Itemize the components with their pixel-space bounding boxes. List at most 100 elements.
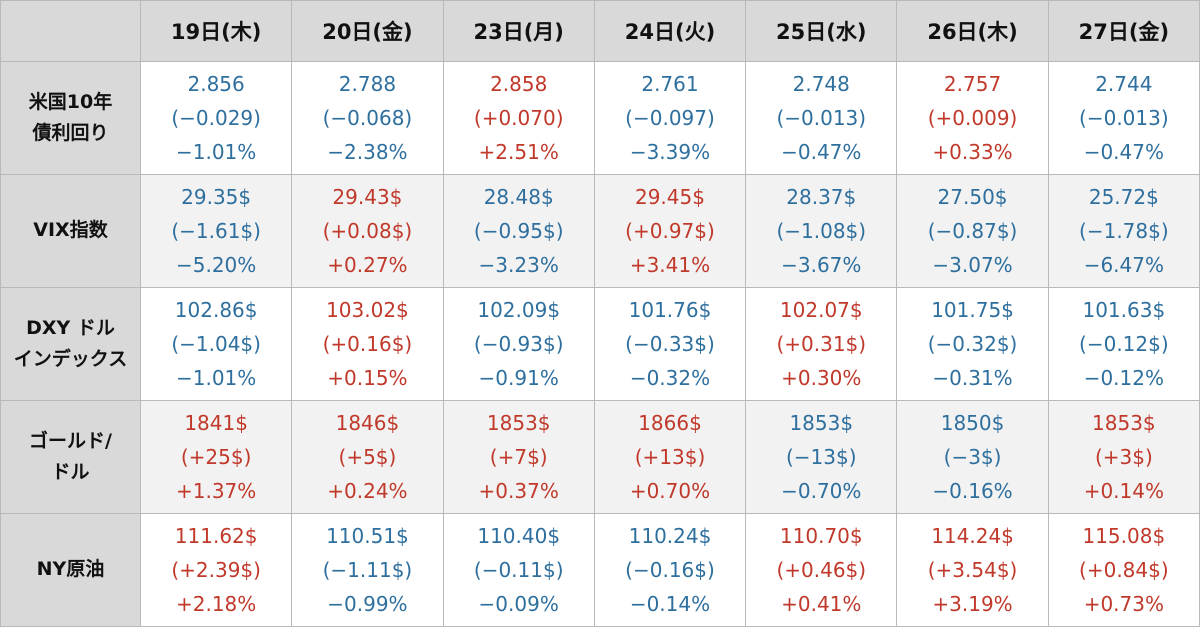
row-label-line: ゴールド/ [29, 429, 112, 452]
table-row: ゴールド/ドル 1841$ (+25$) +1.37% 1846$ (+5$) +0.24%… [0, 400, 1200, 514]
data-cell: 102.09$ (−0.93$) −0.91% [442, 287, 595, 401]
cell-percent: +0.15% [327, 366, 408, 390]
cell-percent: −0.32% [629, 366, 711, 390]
cell-change: (−0.95$) [473, 219, 564, 243]
date-header: 25日(水) [745, 0, 898, 62]
cell-percent: +0.37% [478, 479, 559, 503]
cell-value: 102.07$ [779, 298, 863, 322]
cell-change: (−1.08$) [776, 219, 867, 243]
cell-percent: −3.67% [781, 253, 862, 277]
cell-percent: +0.41% [781, 592, 862, 616]
data-cell: 102.86$ (−1.04$) −1.01% [139, 287, 293, 401]
row-label-line: VIX指数 [33, 219, 108, 242]
cell-value: 2.788 [338, 72, 397, 96]
row-label-line: 米国10年 [28, 90, 113, 113]
cell-value: 1841$ [184, 411, 248, 435]
cell-percent: −3.07% [932, 253, 1013, 277]
cell-percent: −0.16% [932, 479, 1013, 503]
table-row: VIX指数 29.35$ (−1.61$) −5.20% 29.43$ (+0.08$) +… [0, 174, 1200, 288]
data-cell: 101.76$ (−0.33$) −0.32% [593, 287, 747, 401]
cell-value: 102.09$ [477, 298, 561, 322]
cell-change: (+0.16$) [322, 332, 413, 356]
row-label: VIX指数 [0, 174, 141, 288]
corner-cell [0, 0, 141, 62]
row-label-line: インデックス [13, 348, 128, 370]
cell-value: 27.50$ [937, 185, 1008, 209]
table-row: 米国10年 債利回り 2.856 (−0.029) −1.01% 2.788 (−0.068… [0, 61, 1200, 175]
cell-change: (−0.32$) [927, 332, 1018, 356]
data-cell: 28.37$ (−1.08$) −3.67% [745, 174, 898, 288]
cell-value: 114.24$ [931, 524, 1014, 548]
cell-value: 28.48$ [483, 185, 554, 209]
data-cell: 2.856 (−0.029) −1.01% [139, 61, 293, 175]
data-cell: 1846$ (+5$) +0.24% [291, 400, 444, 514]
cell-change: (+0.46$) [776, 558, 867, 582]
cell-change: (+2.39$) [171, 558, 261, 582]
row-label-line: DXY ドル [26, 316, 115, 339]
data-cell: 110.70$ (+0.46$) +0.41% [745, 513, 898, 627]
cell-value: 1846$ [335, 411, 400, 435]
date-header: 20日(金) [291, 0, 444, 62]
cell-change: (−0.12$) [1079, 332, 1169, 356]
cell-value: 25.72$ [1088, 185, 1159, 209]
cell-percent: +3.19% [932, 592, 1013, 616]
row-label: ゴールド/ドル [0, 400, 141, 514]
data-cell: 102.07$ (+0.31$) +0.30% [745, 287, 898, 401]
data-cell: 1853$ (+3$) +0.14% [1047, 400, 1200, 514]
data-cell: 29.43$ (+0.08$) +0.27% [291, 174, 444, 288]
cell-change: (+0.009) [927, 106, 1018, 130]
cell-percent: +1.37% [175, 479, 257, 503]
data-cell: 1853$ (−13$) −0.70% [745, 400, 898, 514]
cell-value: 2.856 [187, 72, 245, 96]
data-cell: 115.08$ (+0.84$) +0.73% [1047, 513, 1200, 627]
cell-percent: −0.91% [478, 366, 559, 390]
data-cell: 111.62$ (+2.39$) +2.18% [139, 513, 293, 627]
cell-value: 1853$ [1092, 411, 1156, 435]
cell-change: (+5$) [338, 445, 397, 469]
cell-value: 103.02$ [326, 298, 409, 322]
cell-change: (−13$) [785, 445, 857, 469]
cell-percent: +0.27% [327, 253, 408, 277]
cell-value: 2.761 [641, 72, 699, 96]
cell-change: (−0.87$) [927, 219, 1018, 243]
cell-value: 102.86$ [174, 298, 258, 322]
cell-change: (−0.16$) [625, 558, 715, 582]
cell-change: (−1.78$) [1079, 219, 1169, 243]
cell-value: 1853$ [789, 411, 854, 435]
cell-value: 1853$ [486, 411, 551, 435]
cell-change: (−0.068) [322, 106, 413, 130]
cell-value: 29.43$ [332, 185, 403, 209]
cell-percent: +0.73% [1083, 592, 1164, 616]
data-cell: 103.02$ (+0.16$) +0.15% [291, 287, 444, 401]
cell-value: 29.35$ [181, 185, 252, 209]
date-header: 26日(木) [896, 0, 1049, 62]
data-cell: 2.748 (−0.013) −0.47% [745, 61, 898, 175]
cell-change: (−0.013) [1079, 106, 1169, 130]
cell-value: 2.858 [490, 72, 548, 96]
cell-percent: +0.30% [781, 366, 862, 390]
cell-change: (−0.029) [171, 106, 261, 130]
cell-value: 111.62$ [174, 524, 258, 548]
cell-value: 110.24$ [628, 524, 712, 548]
date-header: 24日(火) [593, 0, 747, 62]
header-row: 19日(木) 20日(金) 23日(月) 24日(火) 25日(水) 26日(木… [0, 0, 1200, 62]
cell-change: (+0.97$) [625, 219, 715, 243]
data-cell: 110.40$ (−0.11$) −0.09% [442, 513, 595, 627]
cell-change: (+13$) [634, 445, 706, 469]
cell-percent: +2.51% [478, 140, 559, 164]
cell-percent: −5.20% [175, 253, 257, 277]
cell-change: (−3$) [943, 445, 1002, 469]
row-label: 米国10年 債利回り [0, 61, 141, 175]
cell-change: (+0.31$) [776, 332, 867, 356]
cell-percent: −6.47% [1083, 253, 1164, 277]
cell-change: (−1.04$) [171, 332, 261, 356]
cell-percent: +2.18% [175, 592, 257, 616]
cell-change: (−0.097) [625, 106, 715, 130]
data-cell: 25.72$ (−1.78$) −6.47% [1047, 174, 1200, 288]
cell-change: (+0.070) [473, 106, 564, 130]
cell-change: (+3$) [1094, 445, 1153, 469]
cell-percent: +3.41% [629, 253, 711, 277]
cell-value: 1866$ [638, 411, 702, 435]
data-cell: 1841$ (+25$) +1.37% [139, 400, 293, 514]
